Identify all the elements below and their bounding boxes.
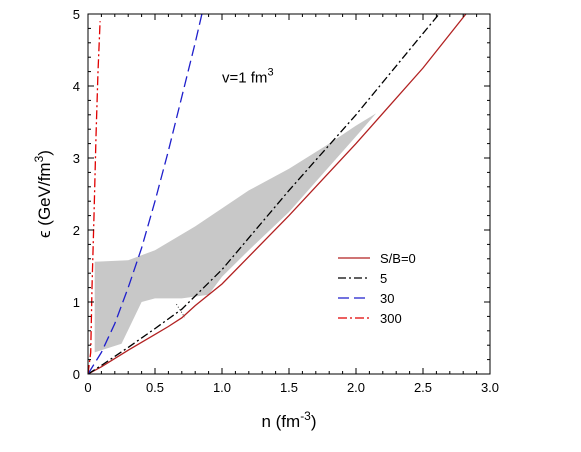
x-tick-label: 2.0 bbox=[347, 380, 365, 395]
x-tick-label: 0 bbox=[84, 380, 91, 395]
ticks-layer: 0 0.5 1.0 1.5 2.0 2.5 3.0 0 1 2 3 4 5 bbox=[73, 7, 499, 395]
legend-label-1: 5 bbox=[380, 271, 387, 286]
shaded-band bbox=[94, 113, 377, 353]
y-tick-label: 5 bbox=[73, 7, 80, 22]
y-tick-label: 2 bbox=[73, 223, 80, 238]
plot-area bbox=[87, 13, 491, 375]
series-line-1 bbox=[88, 14, 440, 374]
x-tick-label: 0.5 bbox=[146, 380, 164, 395]
y-tick-label: 1 bbox=[73, 295, 80, 310]
x-axis-label: n (fm-3) bbox=[261, 409, 316, 431]
series-line-0 bbox=[88, 14, 467, 374]
series-layer bbox=[88, 14, 467, 374]
legend-label-0: S/B=0 bbox=[380, 251, 416, 266]
dotted-segment bbox=[175, 303, 185, 318]
annotation-volume: v=1 fm3 bbox=[222, 66, 274, 86]
y-tick-label: 4 bbox=[73, 79, 80, 94]
y-axis-label: ϵ (GeV/fm3) bbox=[32, 150, 54, 238]
x-tick-label: 3.0 bbox=[481, 380, 499, 395]
legend: S/B=0 5 30 300 bbox=[338, 251, 416, 326]
series-line-2 bbox=[88, 14, 203, 374]
x-tick-label: 1.5 bbox=[280, 380, 298, 395]
y-tick-label: 0 bbox=[73, 367, 80, 382]
x-tick-label: 1.0 bbox=[213, 380, 231, 395]
shaded-band-layer bbox=[94, 113, 377, 353]
y-tick-label: 3 bbox=[73, 151, 80, 166]
legend-label-3: 300 bbox=[380, 311, 402, 326]
legend-label-2: 30 bbox=[380, 291, 394, 306]
series-line-3 bbox=[88, 21, 101, 374]
x-tick-label: 2.5 bbox=[414, 380, 432, 395]
